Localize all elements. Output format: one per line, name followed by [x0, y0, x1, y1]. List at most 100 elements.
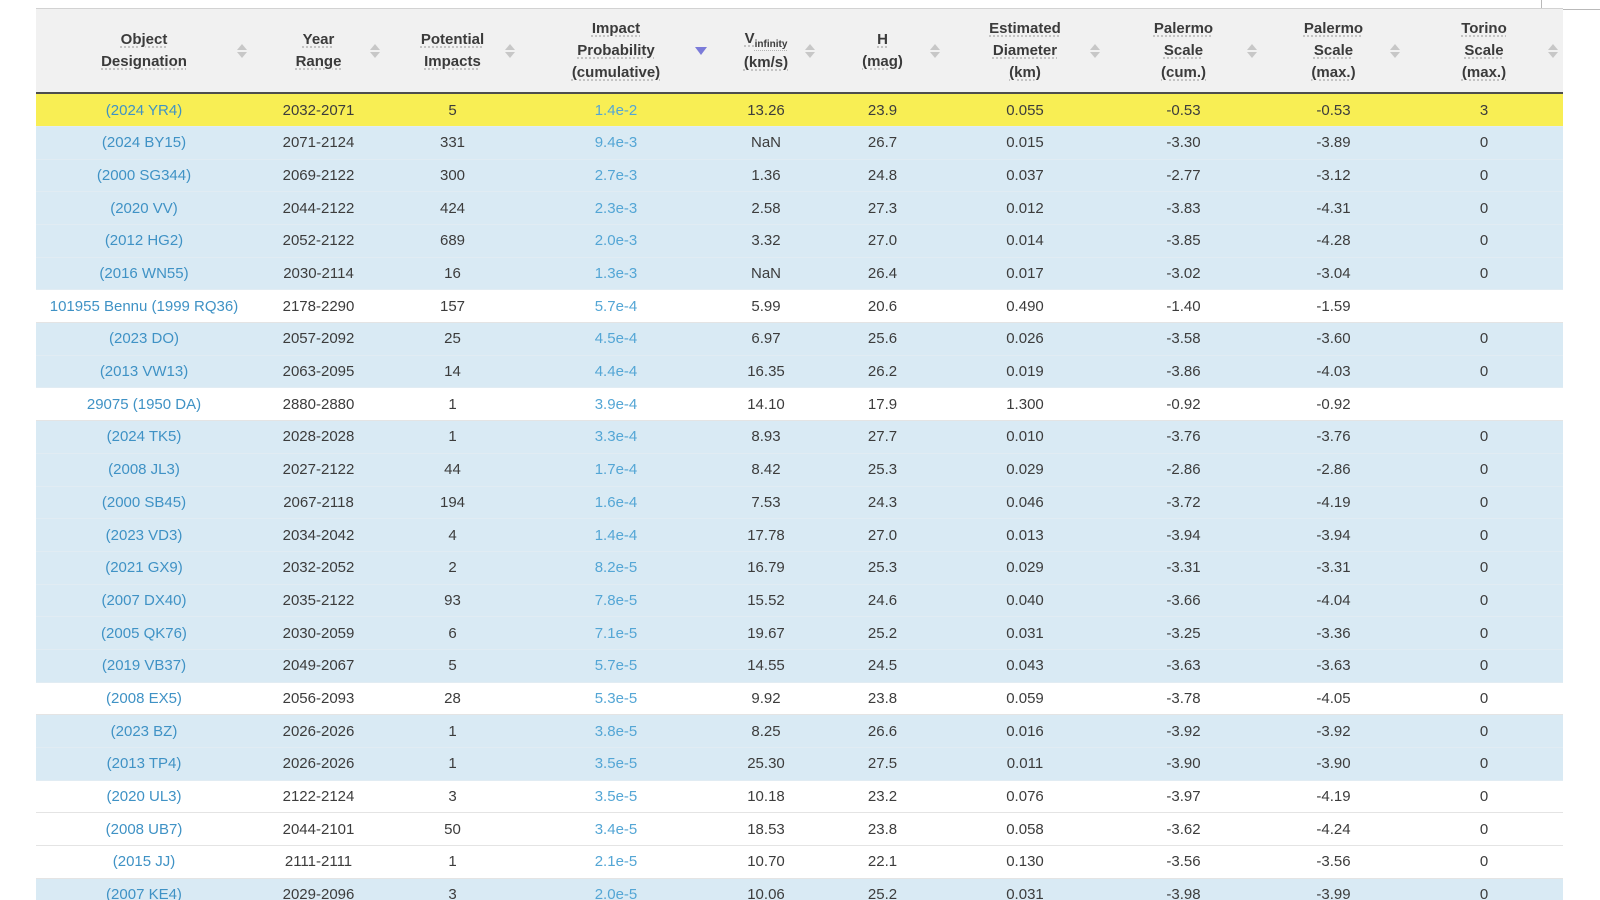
cell-impact-probability: 2.3e-3 [520, 191, 712, 225]
impact-probability-link[interactable]: 1.6e-4 [594, 493, 638, 511]
object-designation-link[interactable]: (2015 JJ) [112, 853, 176, 871]
impact-probability-link[interactable]: 3.5e-5 [594, 788, 638, 806]
object-designation-link[interactable]: (2016 WN55) [99, 265, 189, 283]
impact-probability-link[interactable]: 4.5e-4 [594, 330, 638, 348]
object-designation-link[interactable]: (2013 TP4) [106, 755, 182, 773]
cell-year-range: 2035-2122 [252, 584, 385, 618]
object-designation-link[interactable]: 101955 Bennu (1999 RQ36) [49, 297, 239, 315]
impact-probability-link[interactable]: 1.7e-4 [594, 461, 638, 479]
column-header-potential-impacts[interactable]: Potential Impacts [385, 8, 520, 95]
cell-palermo-cum: -2.86 [1105, 453, 1262, 487]
column-header-palermo-cum[interactable]: Palermo Scale (cum.) [1105, 8, 1262, 95]
impact-probability-link[interactable]: 8.2e-5 [594, 559, 638, 577]
cell-impact-probability: 1.7e-4 [520, 453, 712, 487]
cell-year-range: 2029-2096 [252, 878, 385, 900]
object-designation-link[interactable]: (2000 SG344) [96, 166, 192, 184]
cell-h-magnitude: 24.3 [820, 486, 945, 520]
cell-torino-max: 0 [1405, 780, 1563, 814]
header-label-line: Probability [577, 41, 655, 59]
object-designation-link[interactable]: (2024 BY15) [101, 134, 187, 152]
impact-probability-link[interactable]: 7.1e-5 [594, 624, 638, 642]
cell-potential-impacts: 6 [385, 616, 520, 650]
impact-probability-link[interactable]: 2.0e-5 [594, 886, 638, 900]
impact-probability-link[interactable]: 3.8e-5 [594, 722, 638, 740]
impact-probability-link[interactable]: 3.4e-5 [594, 820, 638, 838]
impact-probability-link[interactable]: 7.8e-5 [594, 591, 638, 609]
object-designation-link[interactable]: (2019 VB37) [101, 657, 187, 675]
column-header-designation[interactable]: Object Designation [36, 8, 252, 95]
table-row-highlighted: (2024 YR4) 2032-2071 5 1.4e-2 13.26 23.9 0.055… [36, 93, 1563, 127]
impact-probability-link[interactable]: 4.4e-4 [594, 363, 638, 381]
cell-estimated-diameter: 0.029 [945, 551, 1105, 585]
cell-palermo-cum: -3.78 [1105, 682, 1262, 716]
impact-probability-link[interactable]: 2.3e-3 [594, 199, 638, 217]
cell-impact-probability: 1.4e-4 [520, 518, 712, 552]
cell-palermo-max: -3.90 [1262, 747, 1405, 781]
cell-impact-probability: 3.4e-5 [520, 812, 712, 847]
cell-v-infinity: 8.42 [712, 453, 820, 487]
object-designation-link[interactable]: (2021 GX9) [105, 559, 183, 577]
impact-probability-link[interactable]: 2.1e-5 [594, 853, 638, 871]
impact-probability-link[interactable]: 2.0e-3 [594, 232, 638, 250]
object-designation-link[interactable]: (2005 QK76) [101, 624, 187, 642]
object-designation-link[interactable]: (2000 SB45) [101, 493, 187, 511]
cell-palermo-max: -3.04 [1262, 257, 1405, 291]
impact-probability-link[interactable]: 3.9e-4 [594, 395, 638, 413]
cell-impact-probability: 5.7e-4 [520, 289, 712, 324]
cell-h-magnitude: 25.3 [820, 453, 945, 487]
object-designation-link[interactable]: (2008 JL3) [108, 461, 180, 479]
impact-probability-link[interactable]: 9.4e-3 [594, 134, 638, 152]
impact-probability-link[interactable]: 1.4e-2 [594, 101, 638, 119]
cell-h-magnitude: 27.3 [820, 191, 945, 225]
column-header-year-range[interactable]: Year Range [252, 8, 385, 95]
column-header-estimated-diameter[interactable]: Estimated Diameter (km) [945, 8, 1105, 95]
header-label-line: (max.) [1311, 63, 1356, 81]
object-designation-link[interactable]: (2023 BZ) [110, 722, 178, 740]
cell-torino-max: 0 [1405, 649, 1563, 683]
object-designation-link[interactable]: (2023 VD3) [105, 526, 183, 544]
cell-year-range: 2069-2122 [252, 159, 385, 193]
cell-h-magnitude: 25.2 [820, 616, 945, 650]
object-designation-link[interactable]: 29075 (1950 DA) [86, 395, 202, 413]
cell-designation: (2020 VV) [36, 191, 252, 225]
object-designation-link[interactable]: (2020 UL3) [106, 788, 182, 806]
cell-palermo-cum: -3.25 [1105, 616, 1262, 650]
column-header-h-magnitude[interactable]: H (mag) [820, 8, 945, 95]
impact-probability-link[interactable]: 3.5e-5 [594, 755, 638, 773]
cell-h-magnitude: 26.4 [820, 257, 945, 291]
sort-toggle-icon [505, 43, 515, 58]
object-designation-link[interactable]: (2007 DX40) [101, 591, 187, 609]
object-designation-link[interactable]: (2020 VV) [110, 199, 178, 217]
cell-impact-probability: 3.8e-5 [520, 714, 712, 748]
column-header-palermo-max[interactable]: Palermo Scale (max.) [1262, 8, 1405, 95]
object-designation-link[interactable]: (2008 EX5) [106, 689, 182, 707]
impact-probability-link[interactable]: 1.3e-3 [594, 265, 638, 283]
object-designation-link[interactable]: (2007 KE4) [106, 886, 182, 900]
object-designation-link[interactable]: (2013 VW13) [99, 363, 189, 381]
object-designation-link[interactable]: (2024 YR4) [105, 101, 183, 119]
cell-potential-impacts: 3 [385, 878, 520, 900]
impact-probability-link[interactable]: 1.4e-4 [594, 526, 638, 544]
cell-palermo-cum: -3.02 [1105, 257, 1262, 291]
cell-year-range: 2111-2111 [252, 845, 385, 879]
impact-probability-link[interactable]: 5.3e-5 [594, 689, 638, 707]
column-header-v-infinity[interactable]: Vinfinity (km/s) [712, 8, 820, 95]
object-designation-link[interactable]: (2012 HG2) [104, 232, 184, 250]
impact-probability-link[interactable]: 5.7e-4 [594, 297, 638, 315]
object-designation-link[interactable]: (2008 UB7) [105, 820, 183, 838]
object-designation-link[interactable]: (2023 DO) [108, 330, 180, 348]
cell-torino-max: 0 [1405, 878, 1563, 900]
cell-palermo-max: -0.92 [1262, 387, 1405, 422]
column-header-impact-probability[interactable]: Impact Probability (cumulative) [520, 8, 712, 95]
impact-probability-link[interactable]: 2.7e-3 [594, 166, 638, 184]
cell-v-infinity: NaN [712, 257, 820, 291]
cell-palermo-cum: -3.94 [1105, 518, 1262, 552]
cell-year-range: 2028-2028 [252, 420, 385, 454]
cell-palermo-cum: -1.40 [1105, 289, 1262, 324]
object-designation-link[interactable]: (2024 TK5) [106, 428, 182, 446]
cell-torino-max: 0 [1405, 453, 1563, 487]
impact-probability-link[interactable]: 3.3e-4 [594, 428, 638, 446]
column-header-torino-max[interactable]: Torino Scale (max.) [1405, 8, 1563, 95]
impact-probability-link[interactable]: 5.7e-5 [594, 657, 638, 675]
